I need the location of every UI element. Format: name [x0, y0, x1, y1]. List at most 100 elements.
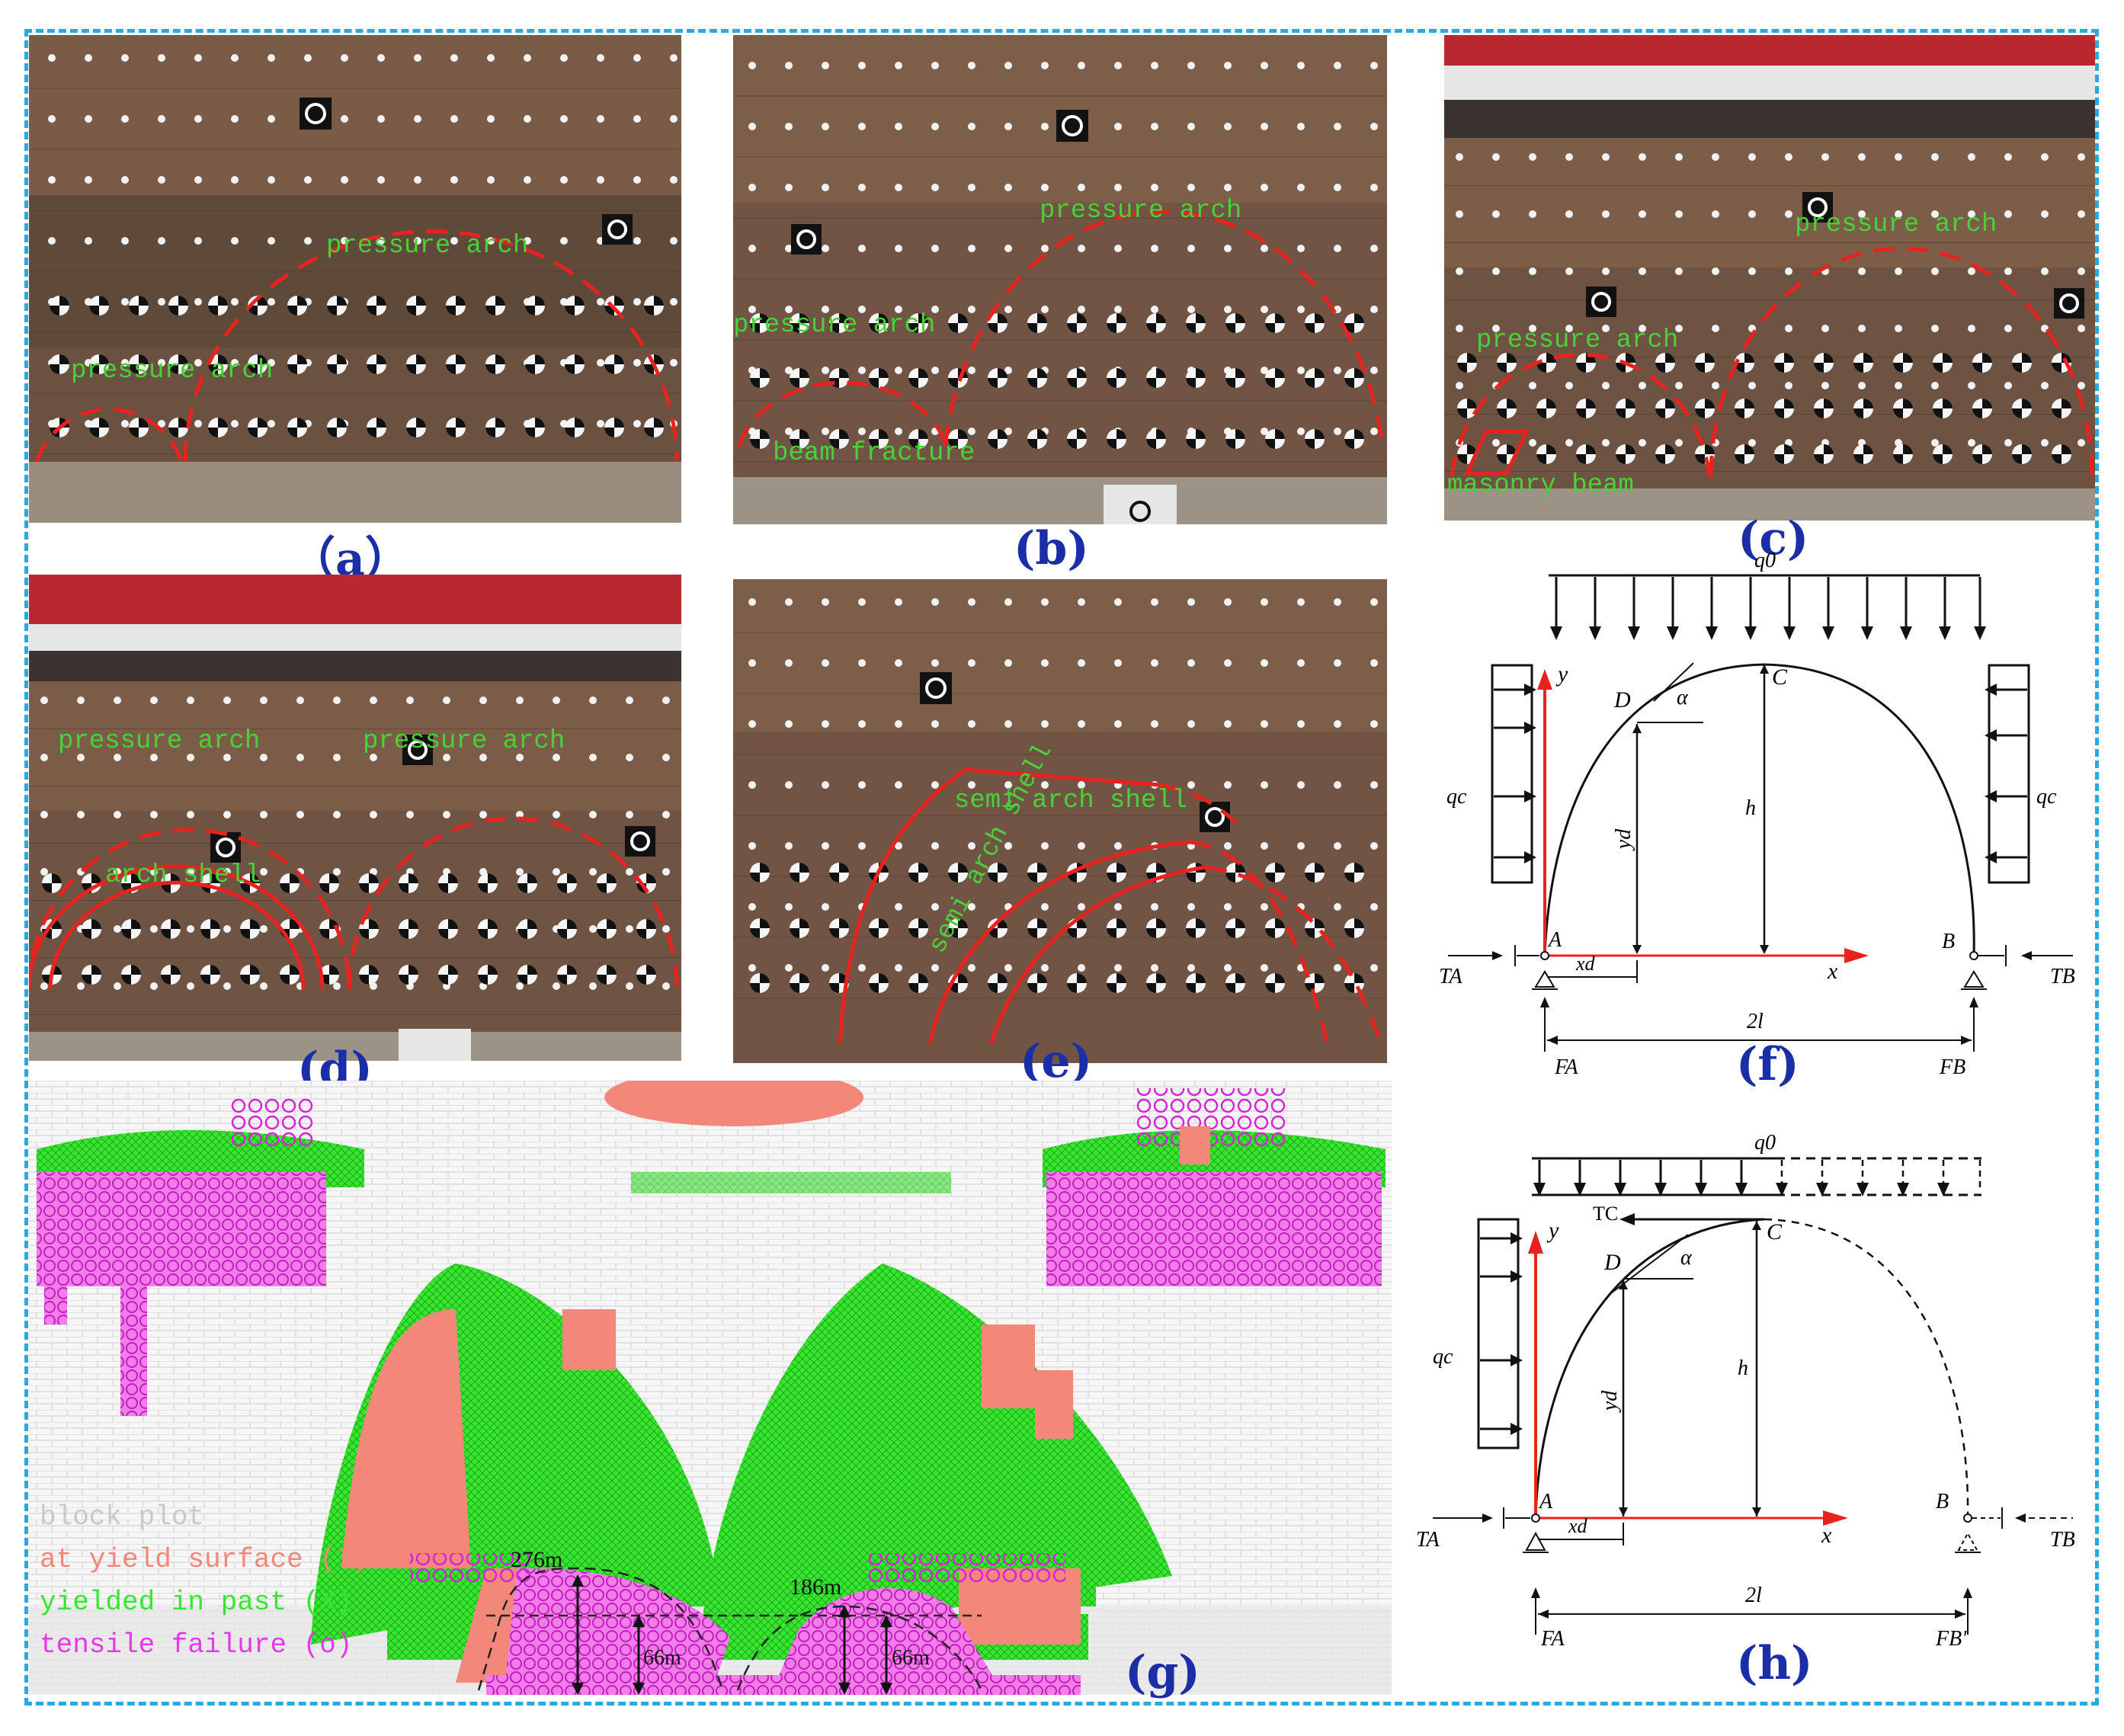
- marker-dot: [268, 176, 275, 184]
- marker-dot: [223, 697, 231, 704]
- marker-dot: [662, 811, 670, 818]
- photo-b-beam-fracture-label: beam fracture: [773, 439, 976, 468]
- target-marker-quadrants: [1536, 399, 1556, 418]
- marker-dot: [114, 754, 121, 761]
- target-marker-quadrants: [406, 418, 426, 437]
- marker-dot: [1785, 153, 1792, 161]
- marker-dot: [450, 54, 458, 62]
- target-marker-quadrants: [1497, 399, 1517, 418]
- target-marker-quadrants: [636, 965, 656, 985]
- marker-dot: [785, 781, 793, 789]
- f-point-d: D: [1614, 687, 1631, 713]
- target-marker-quadrants: [359, 919, 379, 939]
- target-marker-quadrants: [161, 965, 181, 985]
- target-marker-quadrants: [208, 354, 228, 374]
- f-h-label: h: [1745, 796, 1756, 820]
- marker-dot: [1297, 245, 1305, 252]
- target-marker-quadrants: [50, 354, 69, 374]
- target-marker-quadrants: [327, 418, 347, 437]
- target-marker-quadrants: [565, 296, 585, 315]
- marker-dot: [1785, 382, 1792, 389]
- g-dim-66m-right: 66m: [892, 1646, 930, 1670]
- target-marker-quadrants: [129, 418, 149, 437]
- marker-dot: [114, 868, 121, 876]
- target-marker-quadrants: [1107, 918, 1126, 938]
- marker-dot: [822, 842, 829, 850]
- marker-dot: [1858, 153, 1866, 161]
- marker-dot: [1785, 325, 1792, 332]
- marker-dot: [150, 754, 158, 761]
- marker-dot: [121, 298, 129, 306]
- marker-dot: [931, 598, 939, 606]
- target-marker-quadrants: [1265, 429, 1285, 449]
- marker-dot: [1456, 325, 1463, 332]
- marker-dot: [553, 811, 560, 818]
- marker-dot: [121, 176, 129, 184]
- marker-dot: [822, 367, 829, 374]
- marker-dot: [1114, 245, 1122, 252]
- target-marker-quadrants: [1265, 918, 1285, 938]
- target-marker-quadrants: [446, 354, 466, 374]
- target-marker-quadrants: [1305, 918, 1325, 938]
- marker-dot: [1261, 306, 1268, 313]
- target-marker-quadrants: [1344, 368, 1364, 388]
- f-point-a: A: [1549, 928, 1562, 952]
- panel-b-label: (b): [1014, 522, 1089, 575]
- marker-dot: [626, 868, 633, 876]
- target-marker-quadrants: [988, 973, 1008, 993]
- marker-dot: [1151, 62, 1158, 69]
- marker-dot: [443, 697, 450, 704]
- marker-dot: [1968, 382, 1975, 389]
- marker-dot: [1748, 267, 1756, 275]
- marker-dot: [597, 359, 604, 367]
- marker-dot: [1261, 781, 1268, 789]
- marker-dot: [670, 359, 678, 367]
- marker-dot: [231, 54, 239, 62]
- target-marker-quadrants: [1933, 444, 1953, 464]
- target-marker-quadrants: [50, 296, 69, 315]
- marker-dot: [1748, 382, 1756, 389]
- marker-dot: [1261, 428, 1268, 435]
- marker-dot: [333, 697, 341, 704]
- marker-dot: [858, 964, 866, 972]
- marker-dot: [1078, 598, 1085, 606]
- photo-c-arch-label-1: pressure arch: [1795, 210, 1997, 239]
- marker-dot: [1261, 964, 1268, 972]
- marker-dot: [1297, 781, 1305, 789]
- marker-dot: [1334, 245, 1341, 252]
- marker-dot: [1151, 184, 1158, 191]
- marker-dot: [895, 903, 902, 911]
- marker-dot: [341, 176, 348, 184]
- target-marker-quadrants: [644, 418, 664, 437]
- marker-dot: [1858, 382, 1866, 389]
- marker-dot: [858, 245, 866, 252]
- marker-dot: [1602, 210, 1610, 218]
- marker-dot: [931, 123, 939, 130]
- marker-dot: [1492, 439, 1500, 447]
- marker-dot: [150, 925, 158, 933]
- marker-dot: [895, 659, 902, 667]
- marker-dot: [1114, 964, 1122, 972]
- marker-dot: [158, 420, 165, 428]
- target-marker-quadrants: [1027, 863, 1047, 882]
- target-marker-quadrants: [406, 354, 426, 374]
- target-marker-quadrants: [948, 918, 968, 938]
- target-marker-quadrants: [121, 873, 141, 893]
- marker-dot: [2004, 439, 2012, 447]
- target-marker-quadrants: [829, 313, 849, 333]
- marker-dot: [231, 359, 239, 367]
- target-marker-quadrants: [1576, 444, 1596, 464]
- photo-c-masonry-beam-label: masonry beam: [1447, 471, 1634, 500]
- target-marker-quadrants: [1146, 429, 1166, 449]
- target-marker-quadrants: [2012, 399, 2032, 418]
- marker-dot: [414, 176, 421, 184]
- h-point-b: B: [1936, 1490, 1949, 1513]
- marker-dot: [1187, 184, 1195, 191]
- marker-dot: [268, 420, 275, 428]
- marker-dot: [1675, 439, 1683, 447]
- target-marker-quadrants: [1735, 444, 1754, 464]
- target-marker-quadrants: [485, 296, 505, 315]
- marker-dot: [1261, 62, 1268, 69]
- marker-dot: [662, 697, 670, 704]
- marker-dot: [1456, 153, 1463, 161]
